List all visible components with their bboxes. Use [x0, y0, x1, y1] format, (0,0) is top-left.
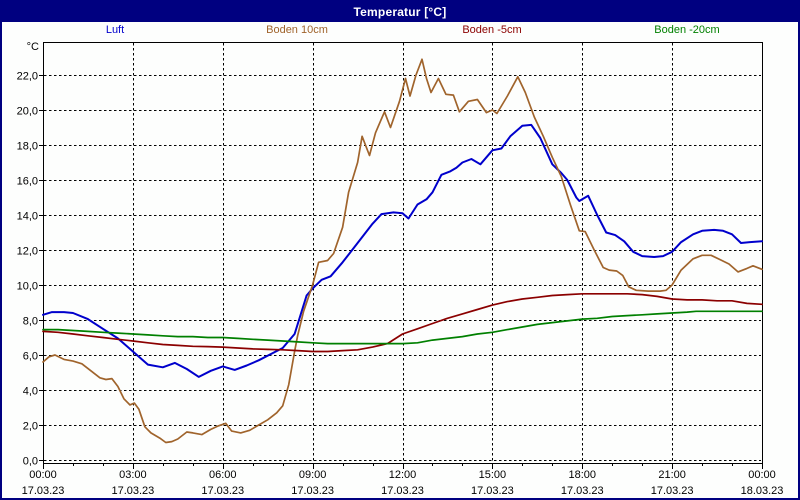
y-tick-label: 16,0: [17, 176, 38, 188]
legend-item-boden-20cm: Boden -20cm: [654, 24, 720, 36]
x-time-label: 03:00: [119, 469, 147, 481]
plot-frame: [43, 42, 763, 464]
x-time-label: 00:00: [748, 469, 776, 481]
y-tick-label: 2,0: [23, 421, 38, 433]
y-tick-label: 10,0: [17, 281, 38, 293]
x-time-label: 18:00: [568, 469, 596, 481]
y-tick-label: 20,0: [17, 106, 38, 118]
legend-item-luft: Luft: [105, 24, 125, 36]
x-time-label: 09:00: [299, 469, 327, 481]
x-date-label: 17.03.23: [291, 485, 334, 497]
x-date-label: 17.03.23: [201, 485, 244, 497]
y-tick-label: 14,0: [17, 211, 38, 223]
x-time-label: 12:00: [389, 469, 417, 481]
y-tick-label: 6,0: [23, 351, 38, 363]
x-date-label: 18.03.23: [741, 485, 784, 497]
x-date-label: 17.03.23: [561, 485, 604, 497]
x-time-label: 06:00: [209, 469, 237, 481]
y-tick-label: 22,0: [17, 71, 38, 83]
series-boden-5cm: [42, 292, 763, 353]
legend: Luft Boden 10cm Boden -5cm Boden -20cm: [2, 22, 798, 40]
x-date-label: 17.03.23: [22, 485, 65, 497]
window-title: Temperatur [°C]: [353, 5, 447, 19]
y-tick-label: 12,0: [17, 246, 38, 258]
y-tick-label: 4,0: [23, 386, 38, 398]
x-time-label: 15:00: [479, 469, 507, 481]
y-tick-label: 18,0: [17, 141, 38, 153]
series-luft: [42, 123, 763, 378]
x-date-label: 17.03.23: [381, 485, 424, 497]
title-bar: Temperatur [°C]: [2, 2, 798, 22]
legend-item-boden-5cm: Boden -5cm: [462, 24, 522, 36]
y-axis-unit-label: °C: [26, 41, 39, 53]
y-tick-label: 8,0: [23, 316, 38, 328]
x-date-label: 17.03.23: [651, 485, 694, 497]
x-time-label: 00:00: [29, 469, 57, 481]
series-boden-20cm: [42, 310, 763, 345]
series-boden-10cm: [42, 58, 763, 444]
y-tick-label: 0,0: [23, 456, 38, 468]
x-date-label: 17.03.23: [471, 485, 514, 497]
legend-item-boden-10cm: Boden 10cm: [266, 24, 328, 36]
x-date-label: 17.03.23: [111, 485, 154, 497]
x-time-label: 21:00: [658, 469, 686, 481]
